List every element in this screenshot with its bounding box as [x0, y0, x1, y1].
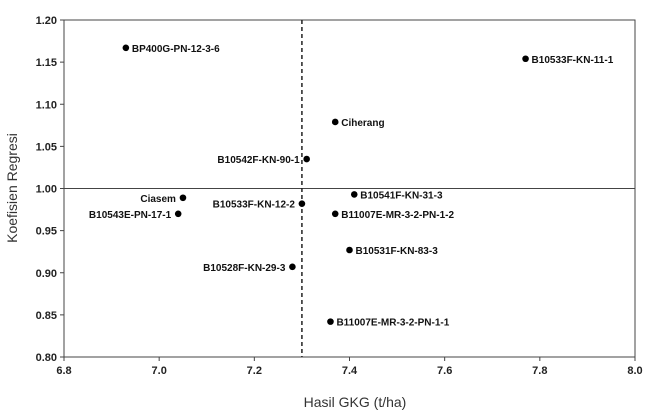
x-tick-label: 6.8	[56, 365, 71, 377]
x-axis-ticks: 6.8 7.0 7.2 7.4 7.6 7.8 8.0	[56, 357, 643, 377]
data-point	[298, 200, 306, 207]
y-axis-ticks: 0.80 0.85 0.90 0.95 1.00 1.05 1.10 1.15 1.20	[36, 15, 64, 364]
point-label: B10533F-KN-11-1	[532, 55, 614, 66]
y-axis-title: Koefisien Regresi	[4, 133, 20, 243]
point-label: B11007E-MR-3-2-PN-1-1	[336, 318, 449, 329]
point-label: B10533F-KN-12-2	[213, 200, 296, 211]
y-tick-label: 1.05	[36, 141, 57, 153]
data-points: BP400G-PN-12-3-6 B10533F-KN-11-1 Ciherang B…	[89, 44, 614, 329]
x-tick-label: 7.0	[152, 365, 167, 377]
y-tick-label: 1.20	[36, 15, 57, 27]
point-label: B10528F-KN-29-3	[203, 263, 286, 274]
y-tick-label: 0.90	[36, 268, 57, 280]
y-tick-label: 0.95	[36, 226, 57, 238]
x-tick-label: 7.2	[247, 365, 262, 377]
data-point	[122, 44, 130, 52]
data-point	[303, 155, 310, 163]
data-point	[331, 118, 339, 126]
x-tick-label: 7.8	[532, 365, 547, 377]
point-label: Ciherang	[341, 118, 384, 129]
x-tick-label: 7.4	[342, 365, 358, 377]
point-label: Ciasem	[140, 194, 176, 205]
data-point	[331, 210, 339, 218]
y-tick-label: 0.80	[36, 352, 57, 364]
x-tick-label: 8.0	[627, 365, 642, 377]
y-tick-label: 1.15	[36, 57, 57, 69]
point-label: B10531F-KN-83-3	[356, 246, 439, 257]
y-tick-label: 0.85	[36, 310, 57, 322]
point-label: B10543E-PN-17-1	[89, 210, 172, 221]
data-point	[327, 318, 334, 325]
data-point	[174, 210, 182, 218]
point-label: BP400G-PN-12-3-6	[132, 44, 220, 55]
data-point	[522, 55, 529, 63]
data-point	[346, 246, 353, 254]
point-label: B10542F-KN-90-1	[217, 155, 300, 166]
data-point	[179, 194, 187, 202]
x-axis-title: Hasil GKG (t/ha)	[304, 394, 407, 410]
y-tick-label: 1.00	[36, 184, 57, 196]
x-tick-label: 7.6	[437, 365, 452, 377]
point-label: B11007E-MR-3-2-PN-1-2	[341, 210, 454, 221]
data-point	[289, 263, 296, 271]
point-label: B10541F-KN-31-3	[360, 190, 443, 201]
y-tick-label: 1.10	[36, 99, 57, 111]
data-point	[350, 191, 358, 198]
